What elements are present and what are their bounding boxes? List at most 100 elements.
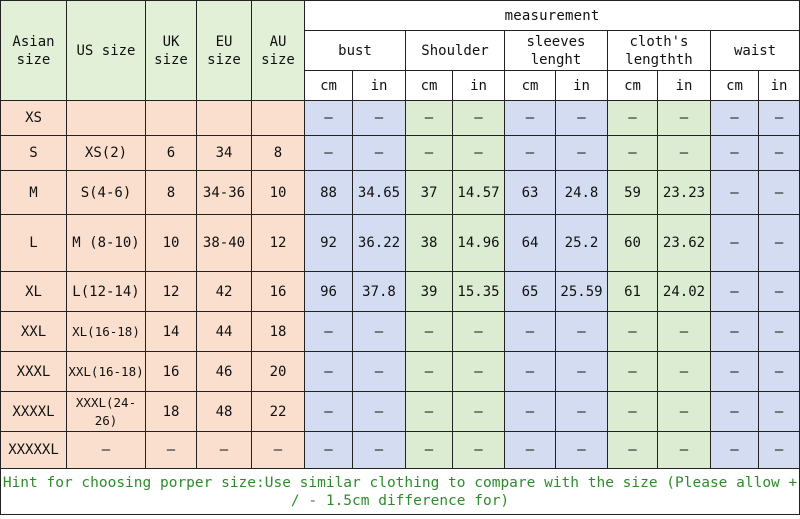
cell-measurement: – (452, 311, 505, 352)
cell-measurement: 65 (504, 271, 556, 312)
cell-asian-size: S (0, 135, 67, 171)
cell-measurement: – (607, 135, 658, 171)
cell-measurement: – (757, 271, 800, 312)
cell-uk-size: 14 (145, 311, 197, 352)
cell-measurement: – (555, 311, 608, 352)
cell-asian-size: L (0, 214, 67, 272)
cell-measurement: 39 (405, 271, 453, 312)
cell-measurement: – (405, 391, 453, 432)
cell-measurement: – (405, 351, 453, 392)
cell-asian-size: XS (0, 100, 67, 136)
cell-au-size (251, 100, 305, 136)
cell-asian-size: XXXXL (0, 391, 67, 432)
cell-measurement: – (352, 100, 406, 136)
cell-measurement: 25.2 (555, 214, 608, 272)
unit-header-cm: cm (607, 70, 658, 101)
cell-au-size: 22 (251, 391, 305, 432)
cell-measurement: – (710, 351, 759, 392)
cell-measurement: 15.35 (452, 271, 505, 312)
cell-uk-size: – (145, 431, 197, 469)
cell-measurement: 88 (304, 170, 353, 215)
cell-measurement: – (657, 351, 711, 392)
cell-measurement: – (504, 100, 556, 136)
unit-header-cm: cm (405, 70, 453, 101)
cell-measurement: – (710, 391, 759, 432)
cell-measurement: – (405, 100, 453, 136)
cell-au-size: 18 (251, 311, 305, 352)
cell-measurement: 14.57 (452, 170, 505, 215)
cell-measurement: – (352, 135, 406, 171)
cell-us-size: M (8-10) (66, 214, 146, 272)
cell-measurement: – (710, 100, 759, 136)
cell-measurement: 34.65 (352, 170, 406, 215)
cell-measurement: – (452, 100, 505, 136)
cell-measurement: – (555, 431, 608, 469)
unit-header-in: in (657, 70, 711, 101)
cell-au-size: 10 (251, 170, 305, 215)
unit-header-cm: cm (710, 70, 759, 101)
cell-us-size: L(12-14) (66, 271, 146, 312)
cell-measurement: 61 (607, 271, 658, 312)
cell-measurement: – (452, 351, 505, 392)
cell-us-size: – (66, 431, 146, 469)
cell-measurement: – (504, 351, 556, 392)
cell-measurement: – (757, 391, 800, 432)
cell-measurement: 38 (405, 214, 453, 272)
size-row: XXXL XXL(16-18) 16 46 20– – – – – – – – – – (0, 351, 800, 392)
cell-au-size: – (251, 431, 305, 469)
cell-asian-size: XXXL (0, 351, 67, 392)
header-uk-size: UK size (145, 0, 197, 101)
cell-measurement: 63 (504, 170, 556, 215)
cell-eu-size: 48 (196, 391, 252, 432)
cell-measurement: 96 (304, 271, 353, 312)
cell-uk-size: 16 (145, 351, 197, 392)
cell-measurement: – (352, 391, 406, 432)
cell-measurement: – (757, 135, 800, 171)
size-row: XXL XL(16-18) 14 44 18– – – – – – – – – – (0, 311, 800, 352)
cell-eu-size: 34-36 (196, 170, 252, 215)
header-shoulder: Shoulder (405, 30, 505, 71)
header-bust: bust (304, 30, 406, 71)
cell-measurement: – (710, 271, 759, 312)
header-asian-size: Asian size (0, 0, 67, 101)
cell-eu-size: 46 (196, 351, 252, 392)
cell-measurement: 92 (304, 214, 353, 272)
cell-eu-size: – (196, 431, 252, 469)
cell-measurement: 24.02 (657, 271, 711, 312)
cell-au-size: 12 (251, 214, 305, 272)
unit-header-in: in (555, 70, 608, 101)
cell-measurement: – (757, 100, 800, 136)
cell-measurement: – (504, 135, 556, 171)
cell-measurement: – (555, 100, 608, 136)
unit-header-cm: cm (304, 70, 353, 101)
cell-measurement: – (657, 100, 711, 136)
header-sleeves-length: sleeves lenght (504, 30, 608, 71)
cell-measurement: – (657, 391, 711, 432)
header-waist: waist (709, 30, 800, 71)
cell-measurement: 37.8 (352, 271, 406, 312)
cell-measurement: – (555, 351, 608, 392)
header-eu-size: EU size (196, 0, 252, 101)
cell-measurement: – (607, 391, 658, 432)
cell-measurement: – (555, 135, 608, 171)
cell-measurement: – (504, 391, 556, 432)
cell-measurement: – (757, 351, 800, 392)
cell-measurement: – (352, 351, 406, 392)
cell-measurement: – (710, 214, 759, 272)
cell-measurement: – (710, 311, 759, 352)
cell-au-size: 20 (251, 351, 305, 392)
cell-measurement: – (607, 311, 658, 352)
cell-eu-size: 44 (196, 311, 252, 352)
cell-measurement: – (757, 431, 800, 469)
cell-measurement: – (405, 135, 453, 171)
cell-measurement: 25.59 (555, 271, 608, 312)
cell-eu-size: 34 (196, 135, 252, 171)
unit-header-in: in (452, 70, 505, 101)
cell-measurement: – (405, 431, 453, 469)
unit-header-cm: cm (504, 70, 556, 101)
cell-uk-size: 6 (145, 135, 197, 171)
cell-measurement: – (657, 311, 711, 352)
cell-uk-size: 10 (145, 214, 197, 272)
unit-header-in: in (757, 70, 800, 101)
